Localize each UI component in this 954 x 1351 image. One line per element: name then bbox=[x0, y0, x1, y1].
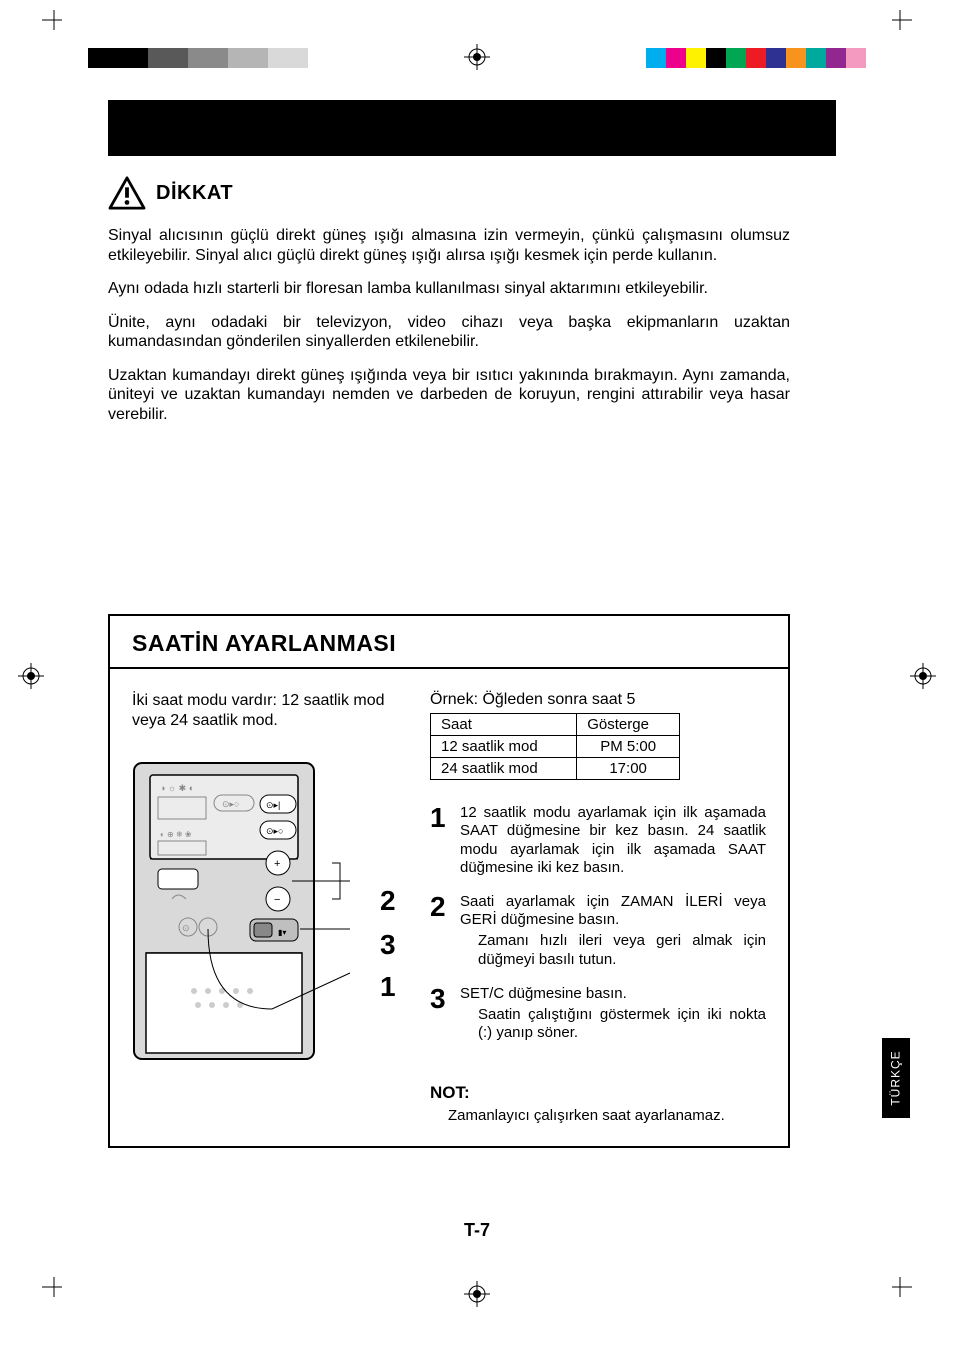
table-cell: 12 saatlik mod bbox=[431, 736, 577, 758]
step-text: Saati ayarlamak için ZAMAN İLERİ veya GE… bbox=[460, 893, 766, 930]
crop-mark bbox=[42, 1277, 72, 1307]
step-number: 2 bbox=[430, 893, 450, 969]
step-1: 1 12 saatlik modu ayarlamak için ilk aşa… bbox=[430, 804, 766, 877]
svg-text:◐ ⊕ ❄ ❀: ◐ ⊕ ❄ ❀ bbox=[160, 830, 192, 839]
language-tab: TÜRKÇE bbox=[882, 1038, 910, 1118]
caution-title: DİKKAT bbox=[156, 182, 233, 205]
example-label: Örnek: Öğleden sonra saat 5 bbox=[430, 691, 766, 709]
caution-paragraph: Uzaktan kumandayı direkt güneş ışığında … bbox=[108, 366, 790, 425]
grayscale-strip bbox=[88, 48, 308, 68]
step-3: 3 SET/C düğmesine basın. Saatin çalıştığ… bbox=[430, 985, 766, 1043]
intro-text: İki saat modu vardır: 12 saatlik mod vey… bbox=[132, 691, 412, 731]
registration-mark bbox=[464, 1281, 490, 1307]
table-header: Saat bbox=[431, 714, 577, 736]
step-text: SET/C düğmesine basın. bbox=[460, 985, 766, 1003]
svg-text:⊙: ⊙ bbox=[182, 923, 190, 933]
caution-paragraph: Ünite, aynı odadaki bir televizyon, vide… bbox=[108, 313, 790, 352]
svg-text:⊙▸|: ⊙▸| bbox=[266, 800, 280, 810]
callout-3: 3 bbox=[380, 929, 396, 961]
svg-text:⊙▸○: ⊙▸○ bbox=[266, 826, 284, 836]
step-2: 2 Saati ayarlamak için ZAMAN İLERİ veya … bbox=[430, 893, 766, 969]
step-subtext: Saatin çalıştığını göstermek için iki no… bbox=[478, 1006, 766, 1044]
caution-paragraph: Aynı odada hızlı starterli bir floresan … bbox=[108, 279, 790, 299]
svg-text:▮▾: ▮▾ bbox=[278, 928, 286, 937]
step-number: 1 bbox=[430, 804, 450, 877]
remote-control-illustration: ◑ ☼ ✱ ◐ ⊙▸○ ◐ ⊕ ❄ ❀ ⊙▸| ⊙▸○ + − bbox=[132, 761, 372, 1061]
warning-icon bbox=[108, 176, 146, 210]
step-text: 12 saatlik modu ayarlamak için ilk aşama… bbox=[460, 804, 766, 877]
table-header: Gösterge bbox=[577, 714, 680, 736]
svg-text:−: − bbox=[274, 894, 280, 906]
header-band bbox=[108, 100, 836, 156]
callout-2: 2 bbox=[380, 885, 396, 917]
svg-text:+: + bbox=[274, 858, 280, 870]
clock-mode-table: SaatGösterge 12 saatlik modPM 5:00 24 sa… bbox=[430, 713, 680, 780]
table-cell: PM 5:00 bbox=[577, 736, 680, 758]
registration-mark bbox=[910, 663, 936, 689]
caution-paragraph: Sinyal alıcısının güçlü direkt güneş ışı… bbox=[108, 226, 790, 265]
svg-text:◑ ☼ ✱ ◐: ◑ ☼ ✱ ◐ bbox=[160, 783, 194, 793]
registration-mark bbox=[464, 44, 490, 70]
crop-mark bbox=[882, 1277, 912, 1307]
note-label: NOT: bbox=[430, 1083, 766, 1103]
crop-mark bbox=[42, 0, 72, 30]
svg-text:⊙▸○: ⊙▸○ bbox=[222, 799, 240, 809]
step-subtext: Zamanı hızlı ileri veya geri almak için … bbox=[478, 932, 766, 970]
crop-mark bbox=[882, 0, 912, 30]
clock-setting-section: SAATİN AYARLANMASI İki saat modu vardır:… bbox=[108, 614, 790, 1148]
callout-1: 1 bbox=[380, 971, 396, 1003]
step-number: 3 bbox=[430, 985, 450, 1043]
registration-mark bbox=[18, 663, 44, 689]
color-strip bbox=[646, 48, 866, 68]
section-title: SAATİN AYARLANMASI bbox=[132, 630, 766, 657]
note-text: Zamanlayıcı çalışırken saat ayarlanamaz. bbox=[448, 1107, 766, 1124]
page-number: T-7 bbox=[464, 1220, 490, 1241]
table-cell: 17:00 bbox=[577, 758, 680, 780]
table-cell: 24 saatlik mod bbox=[431, 758, 577, 780]
